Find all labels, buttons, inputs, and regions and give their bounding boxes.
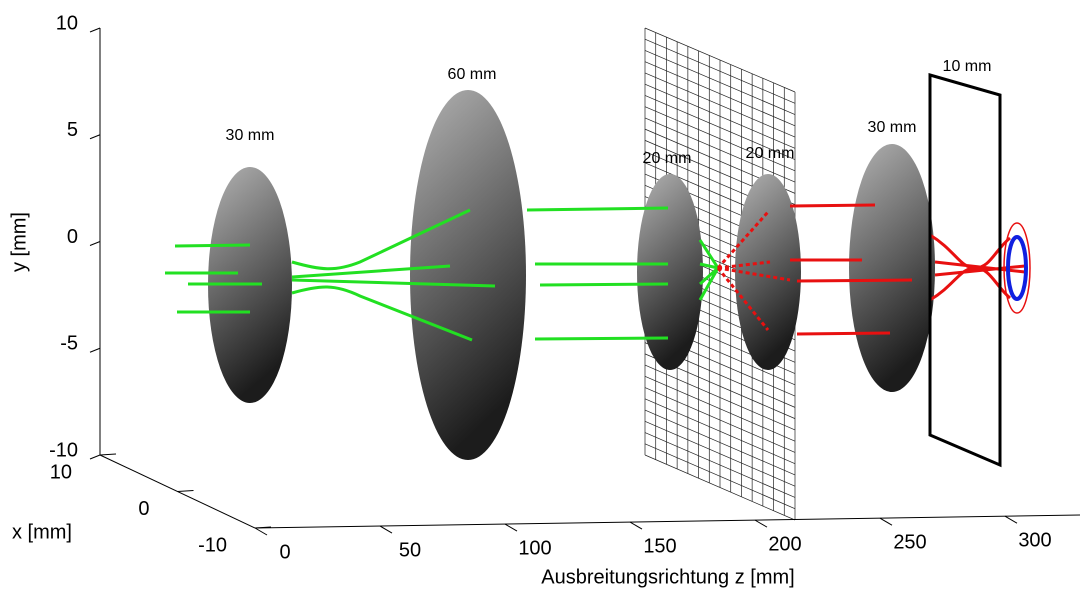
z-tick-label: 200: [768, 533, 801, 555]
lens-label: 10 mm: [943, 58, 992, 75]
y-tick-label: 0: [67, 226, 78, 248]
z-tick-label: 100: [518, 537, 551, 559]
z-tick-label: 300: [1018, 529, 1051, 551]
y-tick-label: 5: [67, 119, 78, 141]
lens-label: 20 mm: [746, 145, 795, 162]
ray: [535, 338, 668, 339]
x-tick-label: -10: [198, 534, 227, 556]
lens-label: 60 mm: [448, 66, 497, 83]
y-tick-label: -10: [49, 439, 78, 461]
y-tick: [90, 242, 100, 246]
z-axis-label: Ausbreitungsrichtung z [mm]: [541, 566, 794, 588]
lens: [735, 174, 801, 370]
z-tick: [255, 528, 267, 535]
x-tick: [178, 491, 194, 492]
x-tick: [100, 454, 116, 455]
x-tick-label: 10: [50, 461, 72, 483]
z-axis: [255, 515, 1080, 528]
y-tick-label: -5: [60, 333, 78, 355]
z-tick-label: 50: [399, 539, 421, 561]
lens: [849, 144, 935, 392]
lens: [410, 90, 526, 460]
z-tick-label: 150: [643, 535, 676, 557]
y-tick: [90, 28, 100, 32]
ray: [540, 284, 668, 285]
z-tick: [1005, 516, 1017, 523]
x-axis-label: x [mm]: [12, 521, 72, 543]
z-tick-label: 250: [893, 531, 926, 553]
z-tick: [630, 522, 642, 529]
z-tick: [880, 518, 892, 525]
y-tick: [90, 135, 100, 139]
ray: [527, 208, 668, 210]
ray: [797, 280, 912, 281]
z-tick: [755, 520, 767, 527]
ray: [175, 245, 250, 246]
annotations: 30 mm 60 mm 20 mm 20 mm 30 mm 10 mm: [226, 58, 992, 167]
x-tick-label: 0: [138, 498, 149, 520]
lens-label: 20 mm: [643, 150, 692, 167]
lens-label: 30 mm: [868, 119, 917, 136]
ray: [797, 333, 890, 334]
y-tick: [90, 348, 100, 352]
ray: [790, 205, 875, 206]
chart: 30 mm 60 mm 20 mm 20 mm 30 mm 10 mm x [m…: [0, 0, 1082, 594]
lens-label: 30 mm: [226, 127, 275, 144]
z-tick: [380, 526, 392, 533]
y-tick-label: 10: [56, 12, 78, 34]
y-tick: [90, 455, 100, 459]
y-axis-label: y [mm]: [8, 212, 30, 272]
lens: [637, 174, 703, 370]
z-tick: [505, 524, 517, 531]
z-tick-label: 0: [279, 541, 290, 563]
